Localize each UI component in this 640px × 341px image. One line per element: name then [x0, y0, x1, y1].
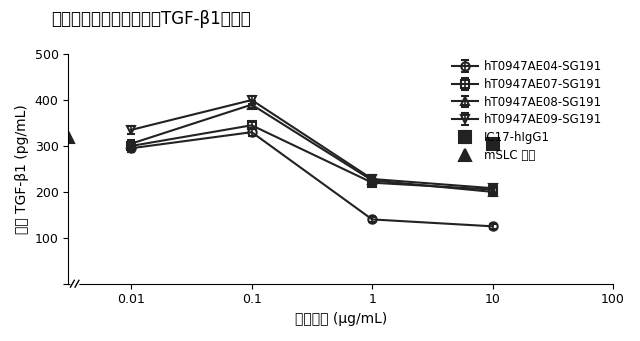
Legend: hT0947AE04-SG191, hT0947AE07-SG191, hT0947AE08-SG191, hT0947AE09-SG191, IC17-hIg: hT0947AE04-SG191, hT0947AE07-SG191, hT09…	[447, 55, 607, 166]
Y-axis label: 成熟 TGF-β1 (pg/mL): 成熟 TGF-β1 (pg/mL)	[15, 104, 29, 234]
X-axis label: 抹体濃度 (μg/mL): 抹体濃度 (μg/mL)	[294, 312, 387, 326]
Text: 自然発生的マウス潜在型TGF-β1活性化: 自然発生的マウス潜在型TGF-β1活性化	[51, 10, 251, 28]
